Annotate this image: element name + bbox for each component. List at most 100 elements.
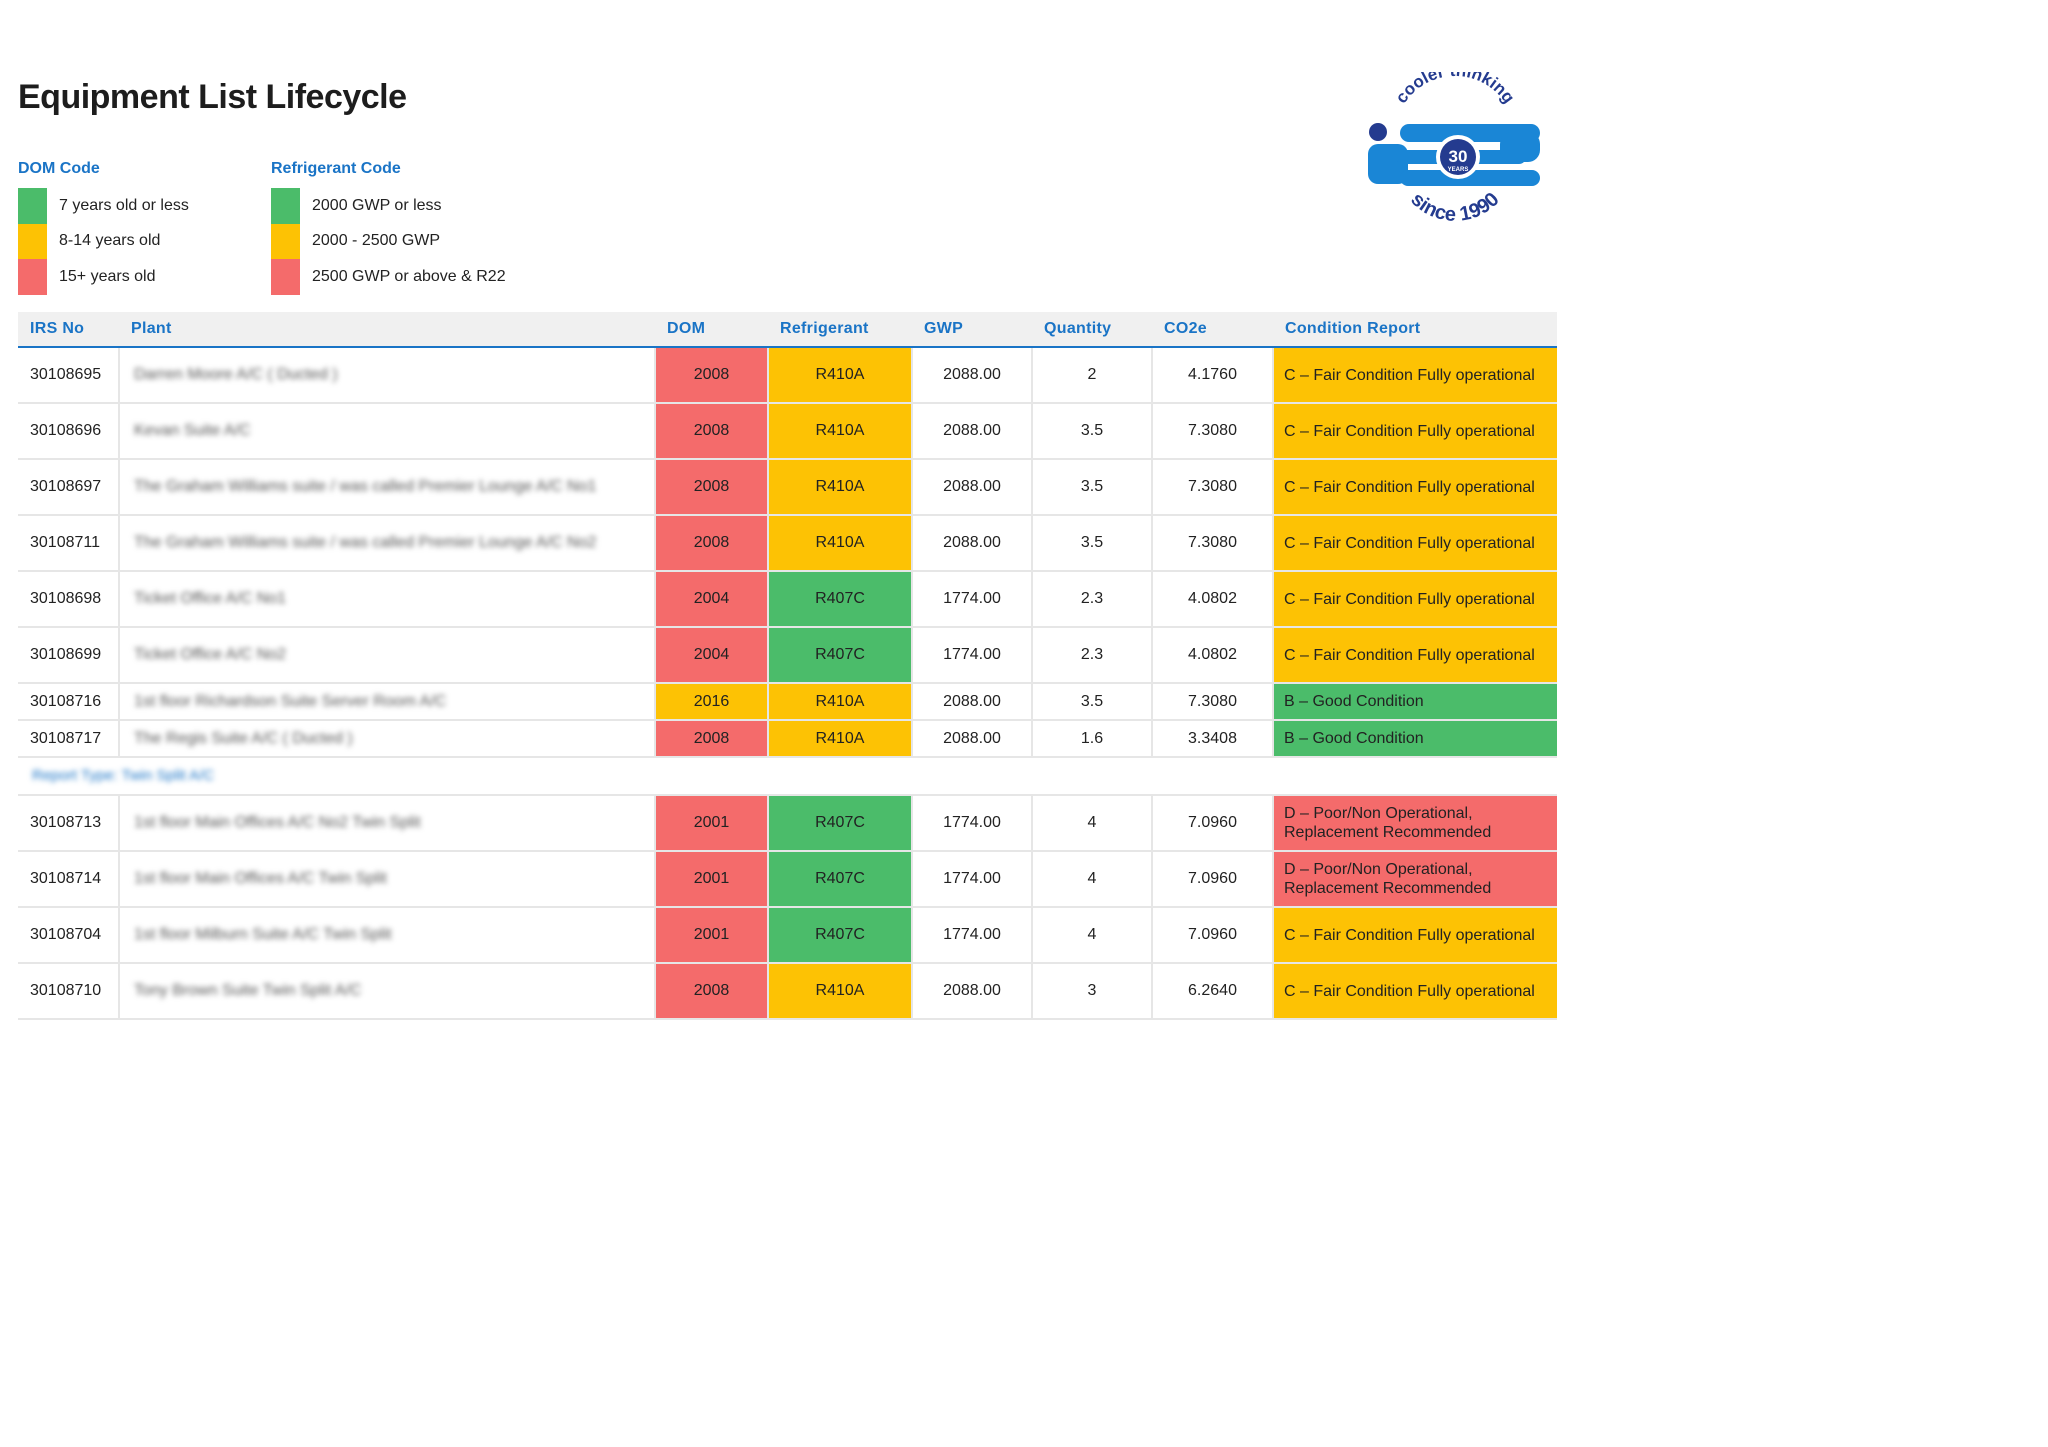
- table-header-row: IRS No Plant DOM Refrigerant GWP Quantit…: [18, 312, 1557, 348]
- table-row: 30108714 1st floor Main Offices A/C Twin…: [18, 851, 1557, 908]
- legend-item: 15+ years old: [18, 259, 248, 295]
- plant-cell: The Regis Suite A/C ( Ducted ): [119, 720, 656, 758]
- irs-no-cell: 30108716: [18, 683, 120, 721]
- condition-cell: C – Fair Condition Fully operational: [1273, 907, 1557, 964]
- co2e-cell: 7.3080: [1152, 459, 1274, 516]
- irs-no-cell: 30108696: [18, 403, 120, 460]
- plant-name-redacted: Tony Brown Suite Twin Split A/C: [134, 982, 362, 999]
- col-header-dom: DOM: [655, 312, 768, 348]
- dom-cell: 2004: [655, 627, 769, 684]
- dom-cell: 2008: [655, 347, 769, 404]
- plant-cell: Ticket Office A/C No2: [119, 627, 656, 684]
- plant-name-redacted: 1st floor Main Offices A/C Twin Split: [134, 870, 387, 887]
- quantity-cell: 3: [1032, 963, 1153, 1020]
- plant-name-redacted: The Regis Suite A/C ( Ducted ): [134, 729, 353, 747]
- quantity-cell: 4: [1032, 851, 1153, 908]
- green-swatch: [18, 188, 47, 224]
- legend-item: 2000 GWP or less: [271, 188, 561, 224]
- quantity-cell: 4: [1032, 907, 1153, 964]
- plant-cell: 1st floor Main Offices A/C No2 Twin Spli…: [119, 795, 656, 852]
- legend-label: 8-14 years old: [59, 232, 161, 250]
- plant-name-redacted: Kevan Suite A/C: [134, 422, 251, 439]
- col-header-gwp: GWP: [912, 312, 1032, 348]
- gwp-cell: 2088.00: [912, 720, 1033, 758]
- legend-item: 2500 GWP or above & R22: [271, 259, 561, 295]
- dom-cell: 2008: [655, 720, 769, 758]
- red-swatch: [18, 259, 47, 295]
- gwp-cell: 2088.00: [912, 963, 1033, 1020]
- quantity-cell: 3.5: [1032, 403, 1153, 460]
- legend-label: 2000 GWP or less: [312, 196, 442, 214]
- co2e-cell: 4.1760: [1152, 347, 1274, 404]
- col-header-quantity: Quantity: [1032, 312, 1152, 348]
- gwp-cell: 2088.00: [912, 459, 1033, 516]
- logo-top-text: cooler thinking: [1392, 72, 1519, 107]
- condition-cell: C – Fair Condition Fully operational: [1273, 347, 1557, 404]
- col-header-condition-report: Condition Report: [1273, 312, 1557, 348]
- quantity-cell: 3.5: [1032, 459, 1153, 516]
- plant-cell: Darren Moore A/C ( Ducted ): [119, 347, 656, 404]
- group-label-redacted: Report Type: Twin Split A/C: [32, 767, 215, 784]
- dom-cell: 2008: [655, 459, 769, 516]
- refrigerant-cell: R410A: [768, 459, 913, 516]
- table-row: 30108696 Kevan Suite A/C 2008 R410A 2088…: [18, 403, 1557, 460]
- page-title: Equipment List Lifecycle: [18, 78, 407, 116]
- plant-name-redacted: 1st floor Main Offices A/C No2 Twin Spli…: [134, 814, 421, 831]
- green-swatch: [271, 188, 300, 224]
- table-row: 30108710 Tony Brown Suite Twin Split A/C…: [18, 963, 1557, 1020]
- condition-cell: B – Good Condition: [1273, 720, 1557, 758]
- co2e-cell: 4.0802: [1152, 571, 1274, 628]
- legend-item: 8-14 years old: [18, 223, 248, 259]
- quantity-cell: 2.3: [1032, 571, 1153, 628]
- dom-code-heading: DOM Code: [18, 160, 100, 177]
- quantity-cell: 2: [1032, 347, 1153, 404]
- refrigerant-cell: R407C: [768, 627, 913, 684]
- gwp-cell: 1774.00: [912, 795, 1033, 852]
- co2e-cell: 7.3080: [1152, 403, 1274, 460]
- plant-cell: 1st floor Milburn Suite A/C Twin Split: [119, 907, 656, 964]
- table-row: 30108716 1st floor Richardson Suite Serv…: [18, 683, 1557, 721]
- irs-no-cell: 30108699: [18, 627, 120, 684]
- irs-no-cell: 30108698: [18, 571, 120, 628]
- plant-name-redacted: Ticket Office A/C No1: [134, 590, 287, 607]
- legend-label: 7 years old or less: [59, 196, 189, 214]
- condition-cell: C – Fair Condition Fully operational: [1273, 403, 1557, 460]
- co2e-cell: 7.3080: [1152, 515, 1274, 572]
- co2e-cell: 7.0960: [1152, 795, 1274, 852]
- gwp-cell: 1774.00: [912, 907, 1033, 964]
- irs-no-cell: 30108717: [18, 720, 120, 758]
- irs-no-cell: 30108714: [18, 851, 120, 908]
- refrigerant-cell: R410A: [768, 403, 913, 460]
- irs-no-cell: 30108697: [18, 459, 120, 516]
- legend-label: 2500 GWP or above & R22: [312, 267, 506, 285]
- irs-no-cell: 30108713: [18, 795, 120, 852]
- dom-cell: 2001: [655, 907, 769, 964]
- logo-badge-number: 30: [1449, 147, 1468, 166]
- table-row: 30108717 The Regis Suite A/C ( Ducted ) …: [18, 720, 1557, 758]
- dom-cell: 2001: [655, 795, 769, 852]
- gwp-cell: 2088.00: [912, 683, 1033, 721]
- plant-name-redacted: 1st floor Milburn Suite A/C Twin Split: [134, 926, 392, 943]
- col-header-plant: Plant: [119, 312, 655, 348]
- quantity-cell: 3.5: [1032, 515, 1153, 572]
- condition-cell: C – Fair Condition Fully operational: [1273, 515, 1557, 572]
- dom-cell: 2001: [655, 851, 769, 908]
- co2e-cell: 3.3408: [1152, 720, 1274, 758]
- refrigerant-cell: R407C: [768, 571, 913, 628]
- refrigerant-cell: R410A: [768, 720, 913, 758]
- irs-no-cell: 30108711: [18, 515, 120, 572]
- plant-cell: Kevan Suite A/C: [119, 403, 656, 460]
- dom-cell: 2008: [655, 963, 769, 1020]
- quantity-cell: 3.5: [1032, 683, 1153, 721]
- table-row: 30108704 1st floor Milburn Suite A/C Twi…: [18, 907, 1557, 964]
- refrigerant-cell: R410A: [768, 347, 913, 404]
- irs-no-cell: 30108695: [18, 347, 120, 404]
- dom-code-legend: DOM Code 7 years old or less 8-14 years …: [18, 158, 248, 295]
- legend-label: 15+ years old: [59, 267, 156, 285]
- plant-cell: Ticket Office A/C No1: [119, 571, 656, 628]
- table-row: 30108713 1st floor Main Offices A/C No2 …: [18, 795, 1557, 852]
- legend-item: 2000 - 2500 GWP: [271, 223, 561, 259]
- plant-cell: 1st floor Main Offices A/C Twin Split: [119, 851, 656, 908]
- table-row: 30108699 Ticket Office A/C No2 2004 R407…: [18, 627, 1557, 684]
- table-row: 30108711 The Graham Williams suite / was…: [18, 515, 1557, 572]
